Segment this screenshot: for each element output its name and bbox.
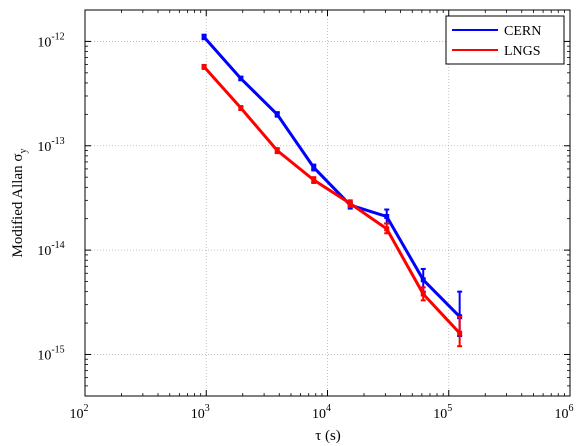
legend-box [445, 15, 565, 65]
x-tick-label-base: 10 [555, 407, 569, 422]
data-point-lngs [347, 200, 353, 206]
data-point-cern [384, 213, 390, 219]
x-tick-label-base: 10 [433, 407, 447, 422]
data-point-lngs [311, 177, 317, 183]
x-tick-label: 103 [191, 403, 210, 422]
x-tick-label: 105 [433, 403, 452, 422]
y-tick-label-exp: -14 [51, 240, 64, 251]
y-tick-label: 10-15 [37, 344, 64, 363]
y-tick-label-base: 10 [37, 140, 51, 155]
y-axis-label-main: Modified Allan σ [10, 154, 26, 258]
x-tick-label-exp: 5 [447, 403, 452, 414]
data-point-lngs [420, 291, 426, 297]
data-point-lngs [201, 64, 207, 70]
x-tick-label: 102 [70, 403, 89, 422]
x-axis-label: τ (s) [315, 428, 341, 444]
x-tick-label: 106 [555, 403, 574, 422]
series-lngs [201, 63, 463, 348]
y-tick-label: 10-12 [37, 31, 64, 50]
data-point-cern [238, 76, 244, 82]
y-tick-label-exp: -12 [51, 31, 64, 42]
y-tick-label: 10-13 [37, 136, 64, 155]
series-layer [201, 33, 463, 348]
y-tick-label: 10-14 [37, 240, 64, 259]
y-axis-label: Modified Allan σy [10, 149, 29, 258]
y-tick-label-base: 10 [37, 35, 51, 50]
data-point-cern [420, 277, 426, 283]
x-tick-label-exp: 6 [569, 403, 574, 414]
data-point-lngs [457, 330, 463, 336]
data-point-lngs [384, 226, 390, 232]
data-point-cern [201, 34, 207, 40]
x-tick-label-exp: 2 [84, 403, 89, 414]
series-line-lngs [202, 65, 461, 335]
x-tick-label-base: 10 [312, 407, 326, 422]
x-tick-label-exp: 3 [205, 403, 210, 414]
data-point-cern [274, 111, 280, 117]
y-tick-label-exp: -13 [51, 136, 64, 147]
y-tick-label-exp: -15 [51, 344, 64, 355]
y-tick-label-base: 10 [37, 244, 51, 259]
y-tick-label-base: 10 [37, 348, 51, 363]
data-point-lngs [274, 148, 280, 154]
data-point-cern [311, 164, 317, 170]
x-tick-label-exp: 4 [326, 403, 331, 414]
legend-label-cern: CERN [504, 24, 541, 39]
x-tick-label-base: 10 [70, 407, 84, 422]
x-tick-label: 104 [312, 403, 331, 422]
grid-lines [85, 10, 570, 396]
series-line-cern [202, 36, 461, 318]
data-point-lngs [238, 105, 244, 111]
legend-label-lngs: LNGS [504, 44, 541, 59]
y-axis-label-sub: y [18, 149, 29, 154]
x-tick-label-base: 10 [191, 407, 205, 422]
legend: CERN LNGS [445, 15, 565, 65]
